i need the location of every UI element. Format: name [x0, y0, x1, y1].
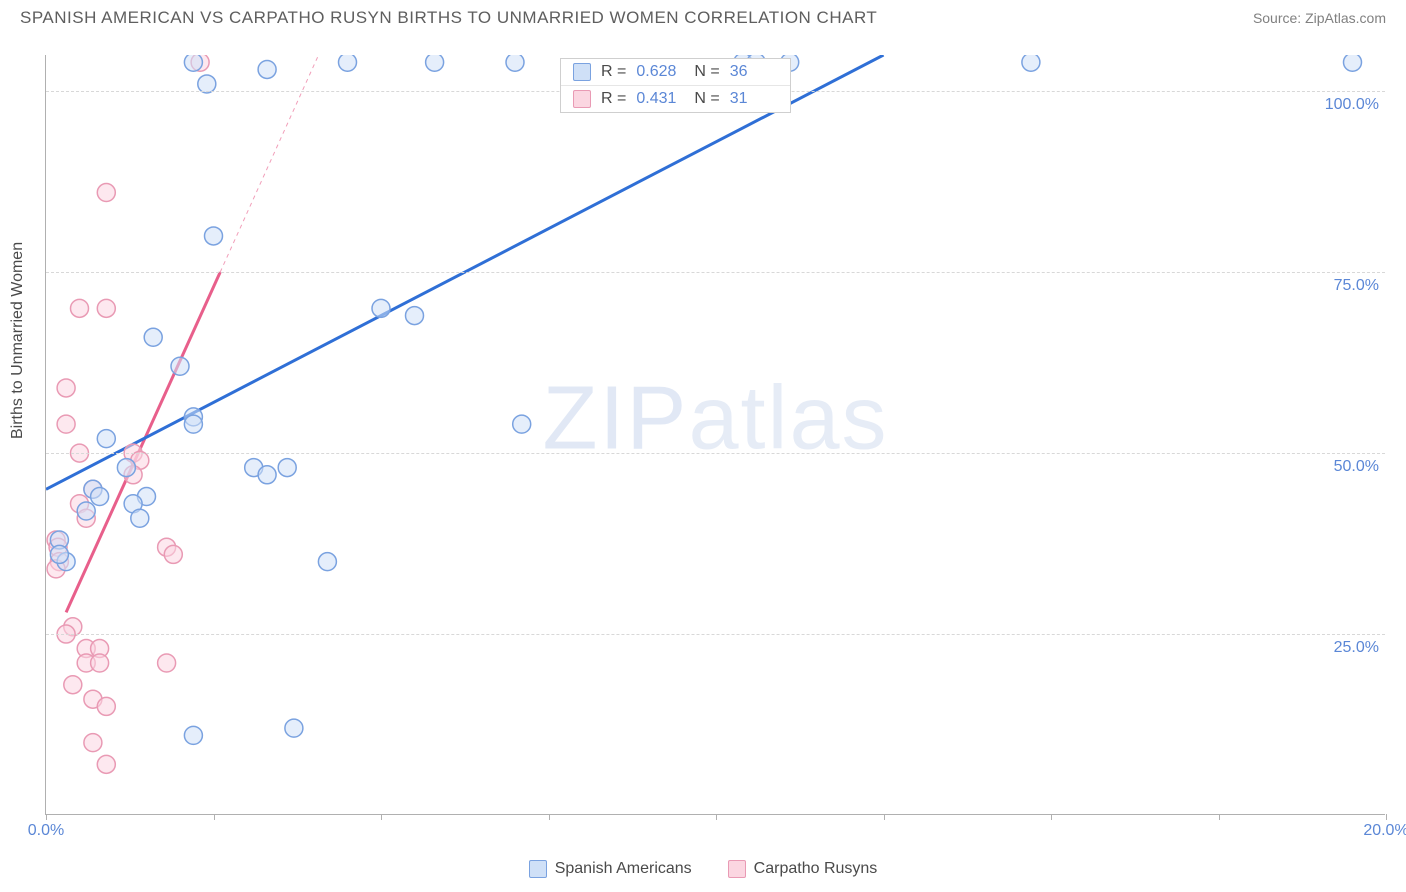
xtick	[884, 814, 885, 820]
legend-item-spanish: Spanish Americans	[529, 860, 692, 878]
n-value-rusyn: 31	[730, 90, 778, 108]
n-value-spanish: 36	[730, 63, 778, 81]
xtick-label: 0.0%	[28, 822, 64, 840]
r-value-spanish: 0.628	[636, 63, 684, 81]
xtick	[1386, 814, 1387, 820]
ytick-label: 50.0%	[1334, 458, 1379, 476]
legend-label-spanish: Spanish Americans	[555, 860, 692, 878]
r-value-rusyn: 0.431	[636, 90, 684, 108]
n-label: N =	[694, 90, 719, 108]
scatter-svg	[46, 55, 1386, 815]
ytick-label: 100.0%	[1325, 96, 1379, 114]
legend-label-rusyn: Carpatho Rusyns	[754, 860, 878, 878]
corr-row-rusyn: R = 0.431 N = 31	[561, 85, 790, 112]
ytick-label: 25.0%	[1334, 639, 1379, 657]
xtick	[381, 814, 382, 820]
xtick	[1051, 814, 1052, 820]
r-label: R =	[601, 63, 626, 81]
chart-plot-area: ZIPatlas 25.0%50.0%75.0%100.0%0.0%20.0%	[45, 55, 1385, 815]
xtick	[1219, 814, 1220, 820]
ytick-label: 75.0%	[1334, 277, 1379, 295]
xtick-label: 20.0%	[1363, 822, 1406, 840]
bottom-legend: Spanish Americans Carpatho Rusyns	[0, 860, 1406, 878]
xtick	[46, 814, 47, 820]
xtick	[214, 814, 215, 820]
corr-row-spanish: R = 0.628 N = 36	[561, 59, 790, 85]
legend-item-rusyn: Carpatho Rusyns	[728, 860, 878, 878]
gridline	[46, 634, 1385, 635]
swatch-rusyn	[573, 90, 591, 108]
gridline	[46, 453, 1385, 454]
chart-title: SPANISH AMERICAN VS CARPATHO RUSYN BIRTH…	[20, 8, 877, 28]
y-axis-label: Births to Unmarried Women	[9, 242, 27, 439]
source-label: Source: ZipAtlas.com	[1253, 10, 1386, 26]
correlation-legend: R = 0.628 N = 36 R = 0.431 N = 31	[560, 58, 791, 113]
r-label: R =	[601, 90, 626, 108]
swatch-rusyn	[728, 860, 746, 878]
gridline	[46, 272, 1385, 273]
swatch-spanish	[573, 63, 591, 81]
n-label: N =	[694, 63, 719, 81]
xtick	[549, 814, 550, 820]
swatch-spanish	[529, 860, 547, 878]
xtick	[716, 814, 717, 820]
